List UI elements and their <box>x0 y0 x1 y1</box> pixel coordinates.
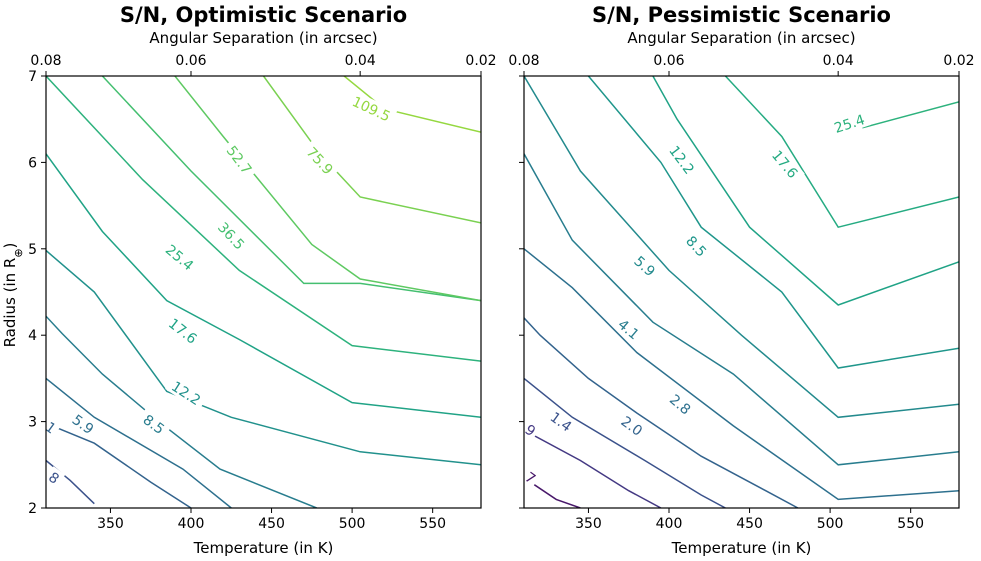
contour-line-0.7 <box>524 477 581 508</box>
contour-line-25.4 <box>862 101 959 129</box>
contour-line-12.2 <box>46 249 481 466</box>
contour-line-36.5 <box>101 76 481 302</box>
contour-label-0.7: 7 <box>524 466 542 489</box>
top-tick-label: 0.08 <box>508 53 539 69</box>
contour-label-109.5: 109.5 <box>346 90 398 127</box>
contour-label-1.4: 1.4 <box>543 405 580 438</box>
contour-label-2.8: 2.8 <box>663 387 699 421</box>
top-tick-label: 0.04 <box>345 53 376 69</box>
x-tick-label: 350 <box>97 516 124 532</box>
top-tick-label: 0.02 <box>465 53 496 69</box>
contour-line-2.0 <box>524 317 799 508</box>
x-tick-label: 450 <box>736 516 763 532</box>
top-axis-label: Angular Separation (in arcsec) <box>627 29 855 47</box>
plot-frame <box>45 75 482 509</box>
contour-line-2.8 <box>524 248 959 501</box>
y-tick-label: 5 <box>28 242 37 258</box>
y-tick-label: 4 <box>28 328 37 344</box>
top-tick-label: 0.02 <box>943 53 974 69</box>
contour-label-5.9: 5.9 <box>627 248 663 283</box>
y-axis-label: Radius (in R⊕) <box>1 243 25 348</box>
contour-line-52.7 <box>174 76 481 302</box>
contour-line-12.2 <box>652 76 959 306</box>
x-tick-label: 500 <box>339 516 366 532</box>
contour-line-4.1 <box>46 422 192 508</box>
contour-line-8.5 <box>46 315 317 508</box>
contour-line-0.9 <box>524 429 662 508</box>
chart-panel-2: S/N, Pessimistic Scenario Angular Separat… <box>508 3 974 557</box>
contour-line-17.6 <box>46 153 481 419</box>
contour-label-2.0: 2.0 <box>614 409 650 442</box>
contour-label-1.8: 8 <box>46 466 66 489</box>
contour-label-4.1: 1 <box>46 416 62 439</box>
x-tick-label: 550 <box>419 516 446 532</box>
contour-label-8.5: 8.5 <box>136 407 172 440</box>
x-tick-label: 400 <box>656 516 683 532</box>
chart-title: S/N, Pessimistic Scenario <box>592 3 891 27</box>
plot-frame <box>523 75 960 509</box>
contour-line-75.9 <box>262 76 481 224</box>
contour-line-17.6 <box>724 76 959 229</box>
contour-label-5.9: 5.9 <box>65 407 102 440</box>
y-tick-label: 6 <box>28 155 37 171</box>
contour-line-25.4 <box>46 76 481 362</box>
contour-line-5.9 <box>524 76 959 419</box>
contour-label-12.2: 12.2 <box>165 374 208 411</box>
x-tick-label: 500 <box>817 516 844 532</box>
x-axis-label: Temperature (in K) <box>193 539 334 557</box>
contour-label-25.4: 25.4 <box>827 108 871 138</box>
contour-label-75.9: 75.9 <box>300 139 341 181</box>
y-tick-label: 3 <box>28 415 37 431</box>
x-tick-label: 450 <box>258 516 285 532</box>
x-tick-label: 350 <box>575 516 602 532</box>
top-tick-label: 0.08 <box>30 53 61 69</box>
contour-line-5.9 <box>46 377 232 508</box>
contour-line-4.1 <box>524 153 959 466</box>
contour-line-8.5 <box>587 76 959 369</box>
x-axis-label: Temperature (in K) <box>671 539 812 557</box>
contour-lines: 79 1.4 2.02.84.15.98.512.2 17.625.4 <box>524 76 959 508</box>
y-tick-label: 2 <box>28 501 37 517</box>
contour-label-52.7: 52.7 <box>220 138 259 181</box>
chart-panel-1: S/N, Optimistic Scenario Angular Separati… <box>28 3 497 557</box>
chart-title: S/N, Optimistic Scenario <box>120 3 407 27</box>
x-tick-label: 550 <box>897 516 924 532</box>
contour-label-4.1: 4.1 <box>611 312 647 346</box>
y-tick-label: 7 <box>28 69 37 85</box>
contour-label-0.9: 9 <box>524 418 542 441</box>
top-tick-label: 0.06 <box>175 53 206 69</box>
x-tick-label: 400 <box>178 516 205 532</box>
contour-line-1.4 <box>524 377 726 508</box>
top-axis-label: Angular Separation (in arcsec) <box>149 29 377 47</box>
top-tick-label: 0.06 <box>653 53 684 69</box>
svg-text:25.4: 25.4 <box>832 112 867 137</box>
contour-label-25.4: 25.4 <box>159 237 201 277</box>
top-tick-label: 0.04 <box>823 53 854 69</box>
